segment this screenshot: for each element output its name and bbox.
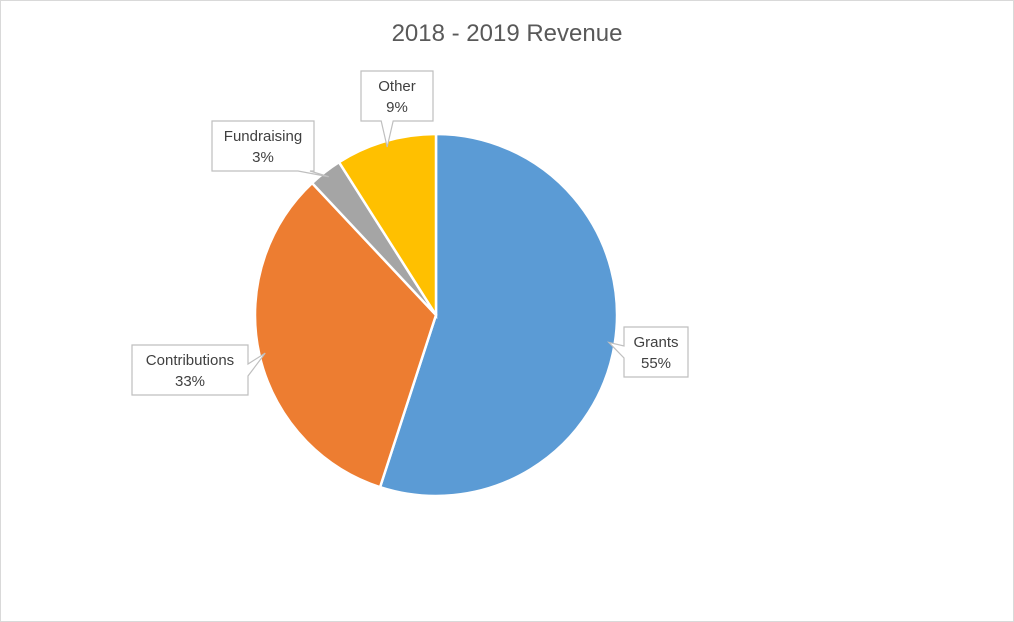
- pie-slices: [253, 132, 619, 498]
- data-labels: Grants 55% Contributions 33% Fundraising 3% Ot…: [131, 70, 689, 396]
- slice-percent-fundraising: 3%: [252, 149, 274, 166]
- callout-box-other: [360, 70, 434, 148]
- slice-label-contributions: Contributions: [146, 352, 234, 369]
- chart-title: 2018 - 2019 Revenue: [391, 20, 623, 47]
- pie-slice-contributions: [253, 181, 438, 489]
- slice-percent-contributions: 33%: [175, 373, 205, 390]
- slice-label-fundraising: Fundraising: [224, 128, 302, 145]
- slice-label-other: Other: [378, 78, 416, 95]
- slice-percent-other: 9%: [386, 99, 408, 116]
- callout-box-contributions: [131, 344, 266, 396]
- slice-percent-grants: 55%: [641, 355, 671, 372]
- callout-box-fundraising: [211, 120, 329, 178]
- callout-box-grants: [606, 326, 689, 378]
- slice-label-grants: Grants: [633, 334, 678, 351]
